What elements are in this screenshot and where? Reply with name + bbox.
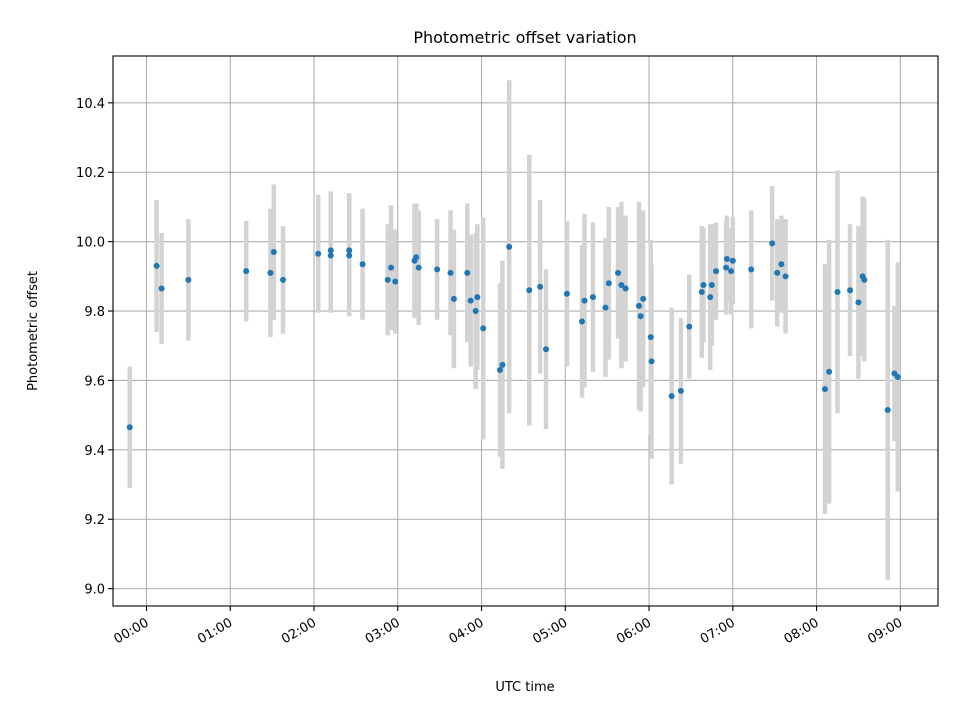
data-point: [480, 325, 487, 332]
y-axis-ticks: 9.0 9.2 9.4 9.6 9.8 10.0 10.2 10.4: [76, 97, 113, 598]
data-point: [467, 297, 474, 304]
data-point: [280, 276, 287, 283]
data-point: [700, 282, 707, 289]
y-tick-label: 9.6: [84, 374, 105, 389]
data-point: [668, 393, 675, 400]
data-point: [359, 261, 366, 268]
data-point: [708, 282, 715, 289]
data-point: [723, 264, 730, 271]
data-point: [496, 367, 503, 374]
y-tick-label: 10.4: [76, 97, 105, 112]
data-point: [686, 323, 693, 330]
y-tick-label: 10.2: [76, 166, 105, 181]
data-point: [158, 285, 165, 292]
data-point: [728, 268, 735, 275]
data-point: [506, 243, 513, 250]
data-point: [861, 276, 868, 283]
data-point: [270, 249, 277, 256]
data-point: [346, 252, 353, 259]
data-point: [769, 240, 776, 247]
data-point: [647, 334, 654, 341]
data-point: [618, 282, 625, 289]
axes-frame: [112, 55, 939, 607]
data-point: [884, 406, 891, 413]
data-point: [388, 264, 395, 271]
data-point: [392, 278, 399, 285]
data-point: [267, 269, 274, 276]
data-point: [615, 269, 622, 276]
data-point: [640, 295, 647, 302]
data-point: [782, 273, 789, 280]
data-point: [622, 285, 629, 292]
data-point: [748, 266, 755, 273]
y-tick-label: 9.0: [84, 583, 105, 598]
data-point: [677, 387, 684, 394]
data-point: [774, 269, 781, 276]
data-point: [537, 283, 544, 290]
data-point: [126, 424, 133, 431]
data-point: [707, 294, 714, 301]
data-point: [327, 252, 334, 259]
data-points: [126, 240, 901, 431]
data-point: [543, 346, 550, 353]
chart-title: Photometric offset variation: [413, 28, 636, 47]
data-point: [185, 276, 192, 283]
plot-area: [113, 56, 938, 606]
y-tick-label: 9.4: [84, 444, 105, 459]
data-point: [464, 269, 471, 276]
data-point: [894, 373, 901, 380]
data-point: [834, 288, 841, 295]
data-point: [826, 368, 833, 375]
data-point: [450, 295, 457, 302]
data-point: [635, 302, 642, 309]
data-point: [581, 297, 588, 304]
data-point: [474, 294, 481, 301]
data-point: [315, 250, 322, 257]
data-point: [327, 247, 334, 254]
data-point: [723, 255, 730, 262]
data-point: [847, 287, 854, 294]
data-point: [579, 318, 586, 325]
data-point: [384, 276, 391, 283]
data-point: [415, 264, 422, 271]
data-point: [563, 290, 570, 297]
data-point: [153, 262, 160, 269]
y-tick-label: 9.8: [84, 305, 105, 320]
data-point: [526, 287, 533, 294]
data-point: [637, 313, 644, 320]
data-point: [499, 361, 506, 368]
y-axis-label: Photometric offset: [26, 271, 41, 391]
x-axis-label: UTC time: [495, 680, 554, 695]
data-point: [729, 257, 736, 264]
data-point: [434, 266, 441, 273]
data-point: [778, 261, 785, 268]
data-point: [447, 269, 454, 276]
data-point: [821, 386, 828, 393]
data-point: [605, 280, 612, 287]
data-point: [413, 254, 420, 261]
data-point: [602, 304, 609, 311]
y-tick-label: 10.0: [76, 236, 105, 251]
data-point: [346, 247, 353, 254]
data-point: [648, 358, 655, 365]
data-point: [713, 268, 720, 275]
data-point: [472, 308, 479, 315]
data-point: [243, 268, 250, 275]
y-tick-label: 9.2: [84, 513, 105, 528]
data-point: [589, 294, 596, 301]
data-point: [855, 299, 862, 306]
data-point: [698, 288, 705, 295]
